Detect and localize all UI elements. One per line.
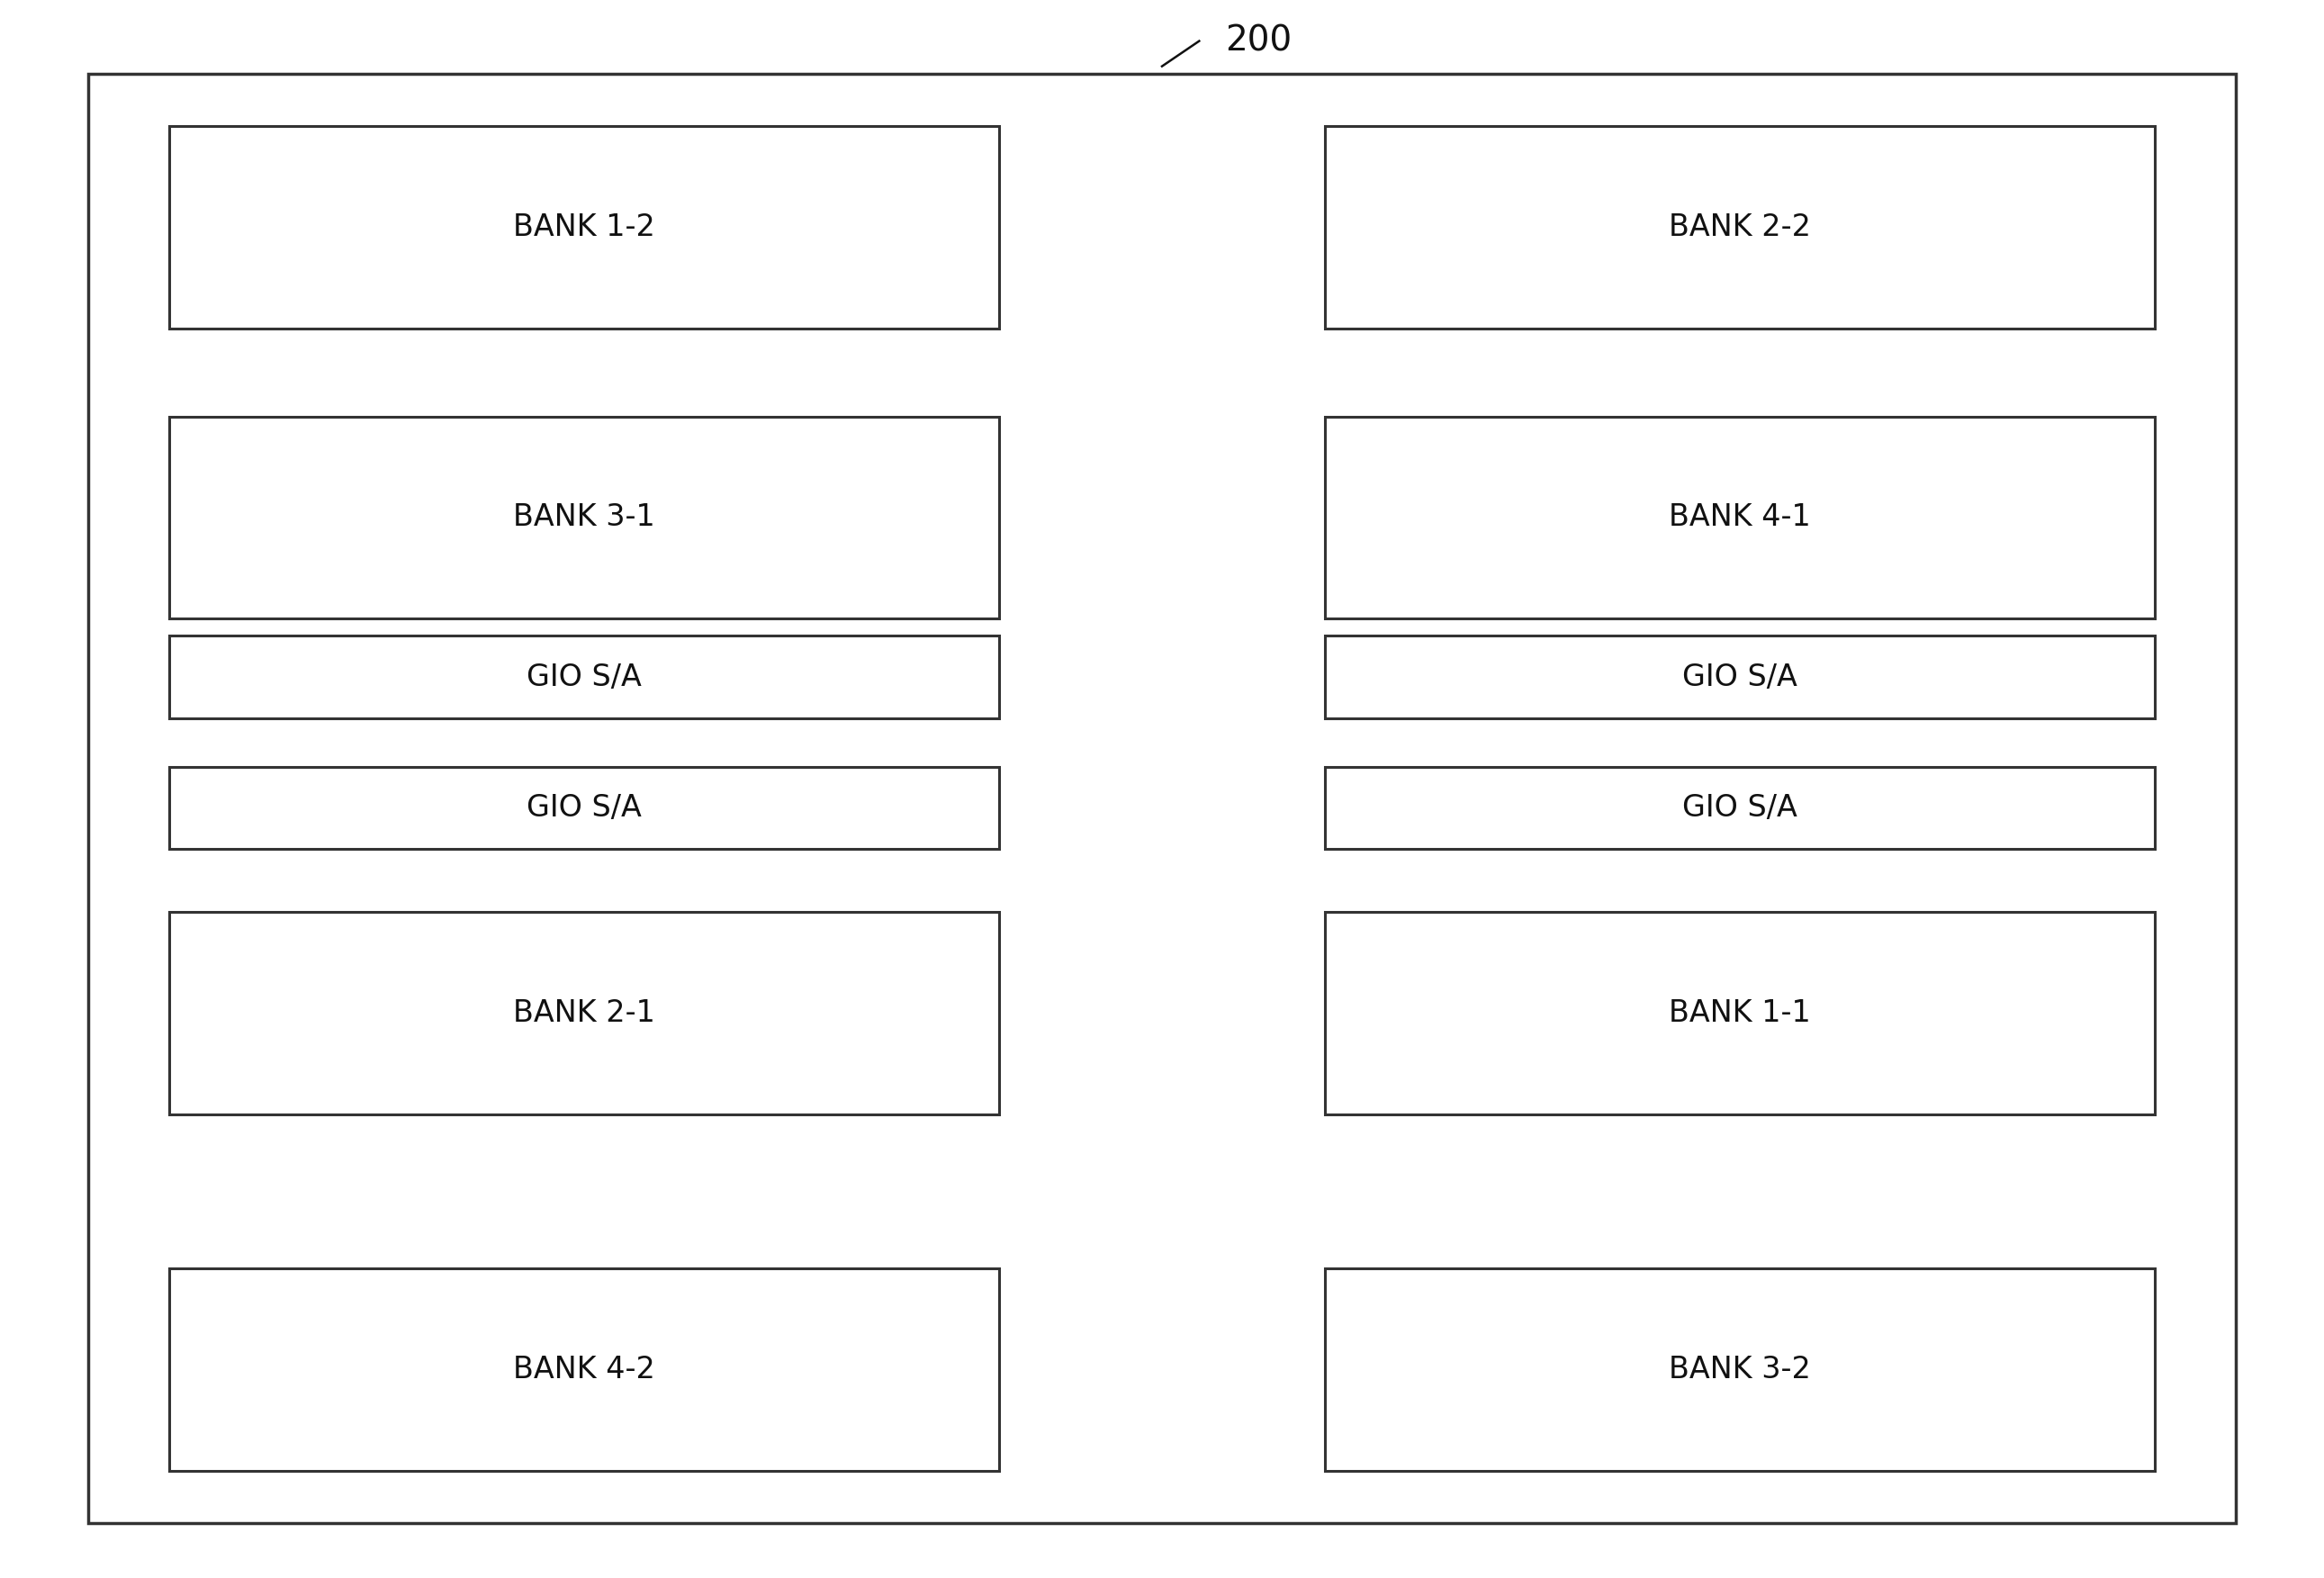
Bar (1325, 417, 2154, 619)
Bar (170, 417, 999, 619)
Text: 200: 200 (1225, 24, 1292, 58)
Bar (1325, 912, 2154, 1114)
Text: BANK 4-2: BANK 4-2 (514, 1356, 655, 1384)
Bar (170, 912, 999, 1114)
Bar (1325, 1269, 2154, 1471)
Text: GIO S/A: GIO S/A (1683, 794, 1796, 822)
Text: BANK 1-2: BANK 1-2 (514, 213, 655, 241)
Text: BANK 2-2: BANK 2-2 (1669, 213, 1810, 241)
Bar (1325, 636, 2154, 718)
Text: GIO S/A: GIO S/A (528, 663, 641, 691)
Text: GIO S/A: GIO S/A (528, 794, 641, 822)
Text: BANK 4-1: BANK 4-1 (1669, 503, 1810, 532)
Bar (170, 126, 999, 328)
Text: GIO S/A: GIO S/A (1683, 663, 1796, 691)
Bar (1325, 126, 2154, 328)
Bar (170, 636, 999, 718)
Bar (170, 1269, 999, 1471)
Bar (1325, 767, 2154, 849)
Text: BANK 1-1: BANK 1-1 (1669, 999, 1810, 1027)
Text: BANK 3-1: BANK 3-1 (514, 503, 655, 532)
Text: BANK 2-1: BANK 2-1 (514, 999, 655, 1027)
Bar (170, 767, 999, 849)
Text: BANK 3-2: BANK 3-2 (1669, 1356, 1810, 1384)
